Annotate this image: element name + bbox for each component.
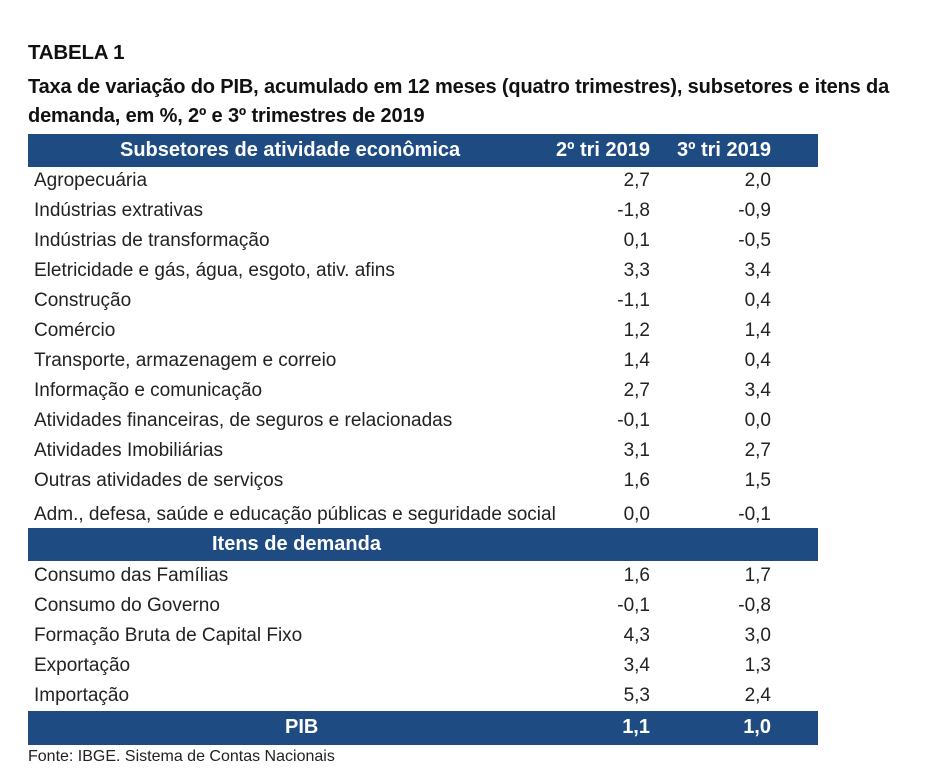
row-value-3tri: 2,7 (744, 440, 771, 461)
table-row: Indústrias extrativas -1,8 -0,9 (28, 197, 818, 227)
section-header-demanda: Itens de demanda (212, 533, 381, 555)
row-label: Indústrias extrativas (34, 200, 203, 221)
row-value-2tri: 1,4 (623, 350, 650, 371)
row-value-3tri: 1,3 (744, 655, 771, 676)
total-value-3tri: 1,0 (743, 716, 771, 738)
source-note: Fonte: IBGE. Sistema de Contas Nacionais (28, 748, 335, 765)
row-value-2tri: 3,1 (623, 440, 650, 461)
table-row: Importação 5,3 2,4 (28, 682, 818, 712)
row-value-2tri: -0,1 (617, 595, 650, 616)
row-label: Eletricidade e gás, água, esgoto, ativ. … (34, 260, 395, 281)
row-value-3tri: -0,8 (738, 595, 771, 616)
row-label: Agropecuária (34, 170, 148, 191)
table-row: Atividades financeiras, de seguros e rel… (28, 407, 818, 437)
row-value-3tri: 1,7 (744, 565, 771, 586)
table-row: Transporte, armazenagem e correio 1,4 0,4 (28, 347, 818, 377)
table-row: Outras atividades de serviços 1,6 1,5 (28, 467, 818, 497)
section-header-subsetores: Subsetores de atividade econômica (120, 139, 461, 161)
table-row: Consumo das Famílias 1,6 1,7 (28, 562, 818, 592)
row-value-2tri: 2,7 (623, 380, 650, 401)
row-label: Informação e comunicação (34, 380, 263, 401)
table-row: Construção -1,1 0,4 (28, 287, 818, 317)
row-value-2tri: 1,2 (623, 320, 650, 341)
row-value-2tri: 1,6 (623, 470, 650, 491)
row-value-3tri: 3,4 (744, 380, 771, 401)
total-label: PIB (285, 716, 319, 738)
row-value-2tri: -1,8 (617, 200, 650, 221)
table-row: Comércio 1,2 1,4 (28, 317, 818, 347)
row-label: Outras atividades de serviços (34, 470, 284, 491)
row-value-3tri: 1,5 (744, 470, 771, 491)
row-label: Formação Bruta de Capital Fixo (34, 625, 303, 646)
row-label: Atividades financeiras, de seguros e rel… (34, 410, 453, 431)
row-value-2tri: 0,0 (623, 504, 650, 525)
row-value-2tri: 4,3 (623, 625, 650, 646)
row-label: Consumo das Famílias (34, 565, 229, 586)
table-subtitle: Taxa de variação do PIB, acumulado em 12… (28, 76, 890, 127)
table-row: Formação Bruta de Capital Fixo 4,3 3,0 (28, 622, 818, 652)
row-value-3tri: 0,4 (744, 350, 771, 371)
table-row: Adm., defesa, saúde e educação públicas … (28, 501, 818, 531)
row-value-2tri: 1,6 (623, 565, 650, 586)
table-row: Indústrias de transformação 0,1 -0,5 (28, 227, 818, 257)
row-label: Exportação (34, 655, 131, 676)
column-header-2tri: 2º tri 2019 (555, 139, 650, 161)
row-value-3tri: -0,5 (738, 230, 771, 251)
table-row: Informação e comunicação 2,7 3,4 (28, 377, 818, 407)
row-value-3tri: -0,1 (738, 504, 771, 525)
table-row: Consumo do Governo -0,1 -0,8 (28, 592, 818, 622)
row-value-2tri: 3,3 (623, 260, 650, 281)
row-value-3tri: -0,9 (738, 200, 771, 221)
row-value-3tri: 2,0 (744, 170, 771, 191)
row-value-3tri: 2,4 (744, 685, 771, 706)
table-header-bar: Subsetores de atividade econômica 2º tri… (28, 134, 818, 167)
row-value-2tri: -0,1 (617, 410, 650, 431)
row-label: Importação (34, 685, 130, 706)
table-title: TABELA 1 (28, 41, 125, 64)
table-row: Exportação 3,4 1,3 (28, 652, 818, 682)
table-row: Atividades Imobiliárias 3,1 2,7 (28, 437, 818, 467)
row-label: Consumo do Governo (34, 595, 220, 616)
table-row: Agropecuária 2,7 2,0 (28, 167, 818, 197)
row-value-2tri: 3,4 (623, 655, 650, 676)
section-bar-demanda: Itens de demanda (28, 528, 818, 561)
table-row: Eletricidade e gás, água, esgoto, ativ. … (28, 257, 818, 287)
row-label: Atividades Imobiliárias (34, 440, 224, 461)
row-value-3tri: 0,4 (744, 290, 771, 311)
row-label: Adm., defesa, saúde e educação públicas … (34, 504, 556, 525)
row-value-3tri: 1,4 (744, 320, 771, 341)
row-value-2tri: 5,3 (623, 685, 650, 706)
row-value-3tri: 3,0 (744, 625, 771, 646)
total-row: PIB 1,1 1,0 (28, 711, 818, 745)
row-label: Transporte, armazenagem e correio (34, 350, 337, 371)
row-label: Indústrias de transformação (34, 230, 270, 251)
row-value-3tri: 0,0 (744, 410, 771, 431)
row-value-2tri: -1,1 (617, 290, 650, 311)
row-value-2tri: 0,1 (623, 230, 650, 251)
row-value-3tri: 3,4 (744, 260, 771, 281)
row-value-2tri: 2,7 (623, 170, 650, 191)
column-header-3tri: 3º tri 2019 (676, 139, 771, 161)
row-label: Construção (34, 290, 132, 311)
total-value-2tri: 1,1 (622, 716, 650, 738)
row-label: Comércio (34, 320, 116, 341)
